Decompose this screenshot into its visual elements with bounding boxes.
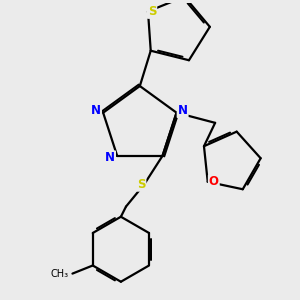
Text: N: N <box>91 104 101 117</box>
Text: S: S <box>148 5 156 18</box>
Text: CH₃: CH₃ <box>50 268 68 279</box>
Text: S: S <box>137 178 146 191</box>
Text: N: N <box>178 104 188 117</box>
Text: N: N <box>105 152 115 164</box>
Text: O: O <box>209 175 219 188</box>
